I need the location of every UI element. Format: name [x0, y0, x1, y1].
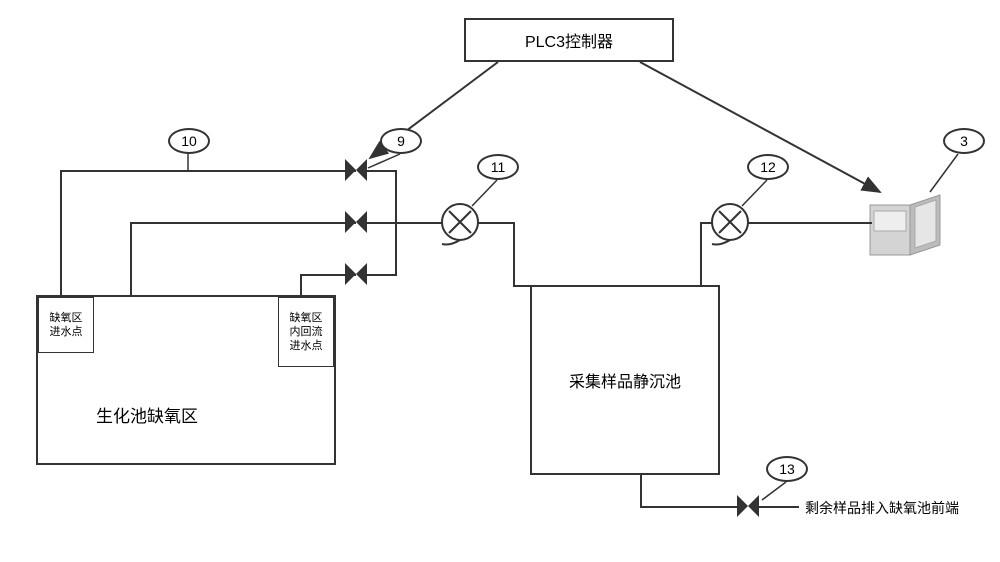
settling-tank-box: 采集样品静沉池 — [530, 285, 720, 475]
callout-3: 3 — [943, 128, 985, 154]
pipe-line — [513, 285, 532, 287]
drain-label: 剩余样品排入缺氧池前端 — [805, 498, 959, 518]
pipe-line — [748, 222, 872, 224]
pipe-line — [300, 274, 302, 297]
callout-9: 9 — [380, 128, 422, 154]
pipe-line — [130, 222, 132, 297]
callout-10: 10 — [168, 128, 210, 154]
anoxic-reflux-box: 缺氧区 内回流 进水点 — [278, 297, 334, 367]
pipe-line — [367, 170, 397, 172]
pipe-line — [640, 475, 642, 508]
valve-icon — [345, 159, 367, 181]
pump-icon — [442, 204, 482, 248]
valve-icon — [345, 263, 367, 285]
pipe-line — [367, 222, 397, 224]
anoxic-reflux-label: 缺氧区 内回流 进水点 — [290, 311, 323, 354]
callout-13: 13 — [766, 456, 808, 482]
anoxic-inlet-label: 缺氧区 进水点 — [50, 311, 83, 340]
pipe-line — [640, 506, 737, 508]
analyzer-device-icon — [870, 195, 950, 265]
pipe-line — [513, 222, 515, 287]
valve-icon — [737, 495, 759, 517]
pipe-line — [700, 222, 702, 287]
anoxic-tank-label: 生化池缺氧区 — [96, 402, 198, 427]
plc-to-valve-arrow — [0, 0, 1000, 562]
settling-tank-label: 采集样品静沉池 — [569, 368, 681, 392]
pipe-line — [395, 222, 397, 276]
pipe-line — [60, 170, 62, 297]
pipe-line — [759, 506, 799, 508]
anoxic-inlet-box: 缺氧区 进水点 — [38, 297, 94, 353]
pipe-line — [478, 222, 515, 224]
callout-12: 12 — [747, 154, 789, 180]
pump-icon — [712, 204, 752, 248]
pipe-line — [395, 222, 442, 224]
pipe-line — [60, 170, 356, 172]
pipe-line — [130, 222, 356, 224]
valve-icon — [345, 211, 367, 233]
pipe-line — [700, 222, 712, 224]
pipe-line — [395, 170, 397, 224]
callout-11: 11 — [477, 154, 519, 180]
pipe-line — [367, 274, 397, 276]
